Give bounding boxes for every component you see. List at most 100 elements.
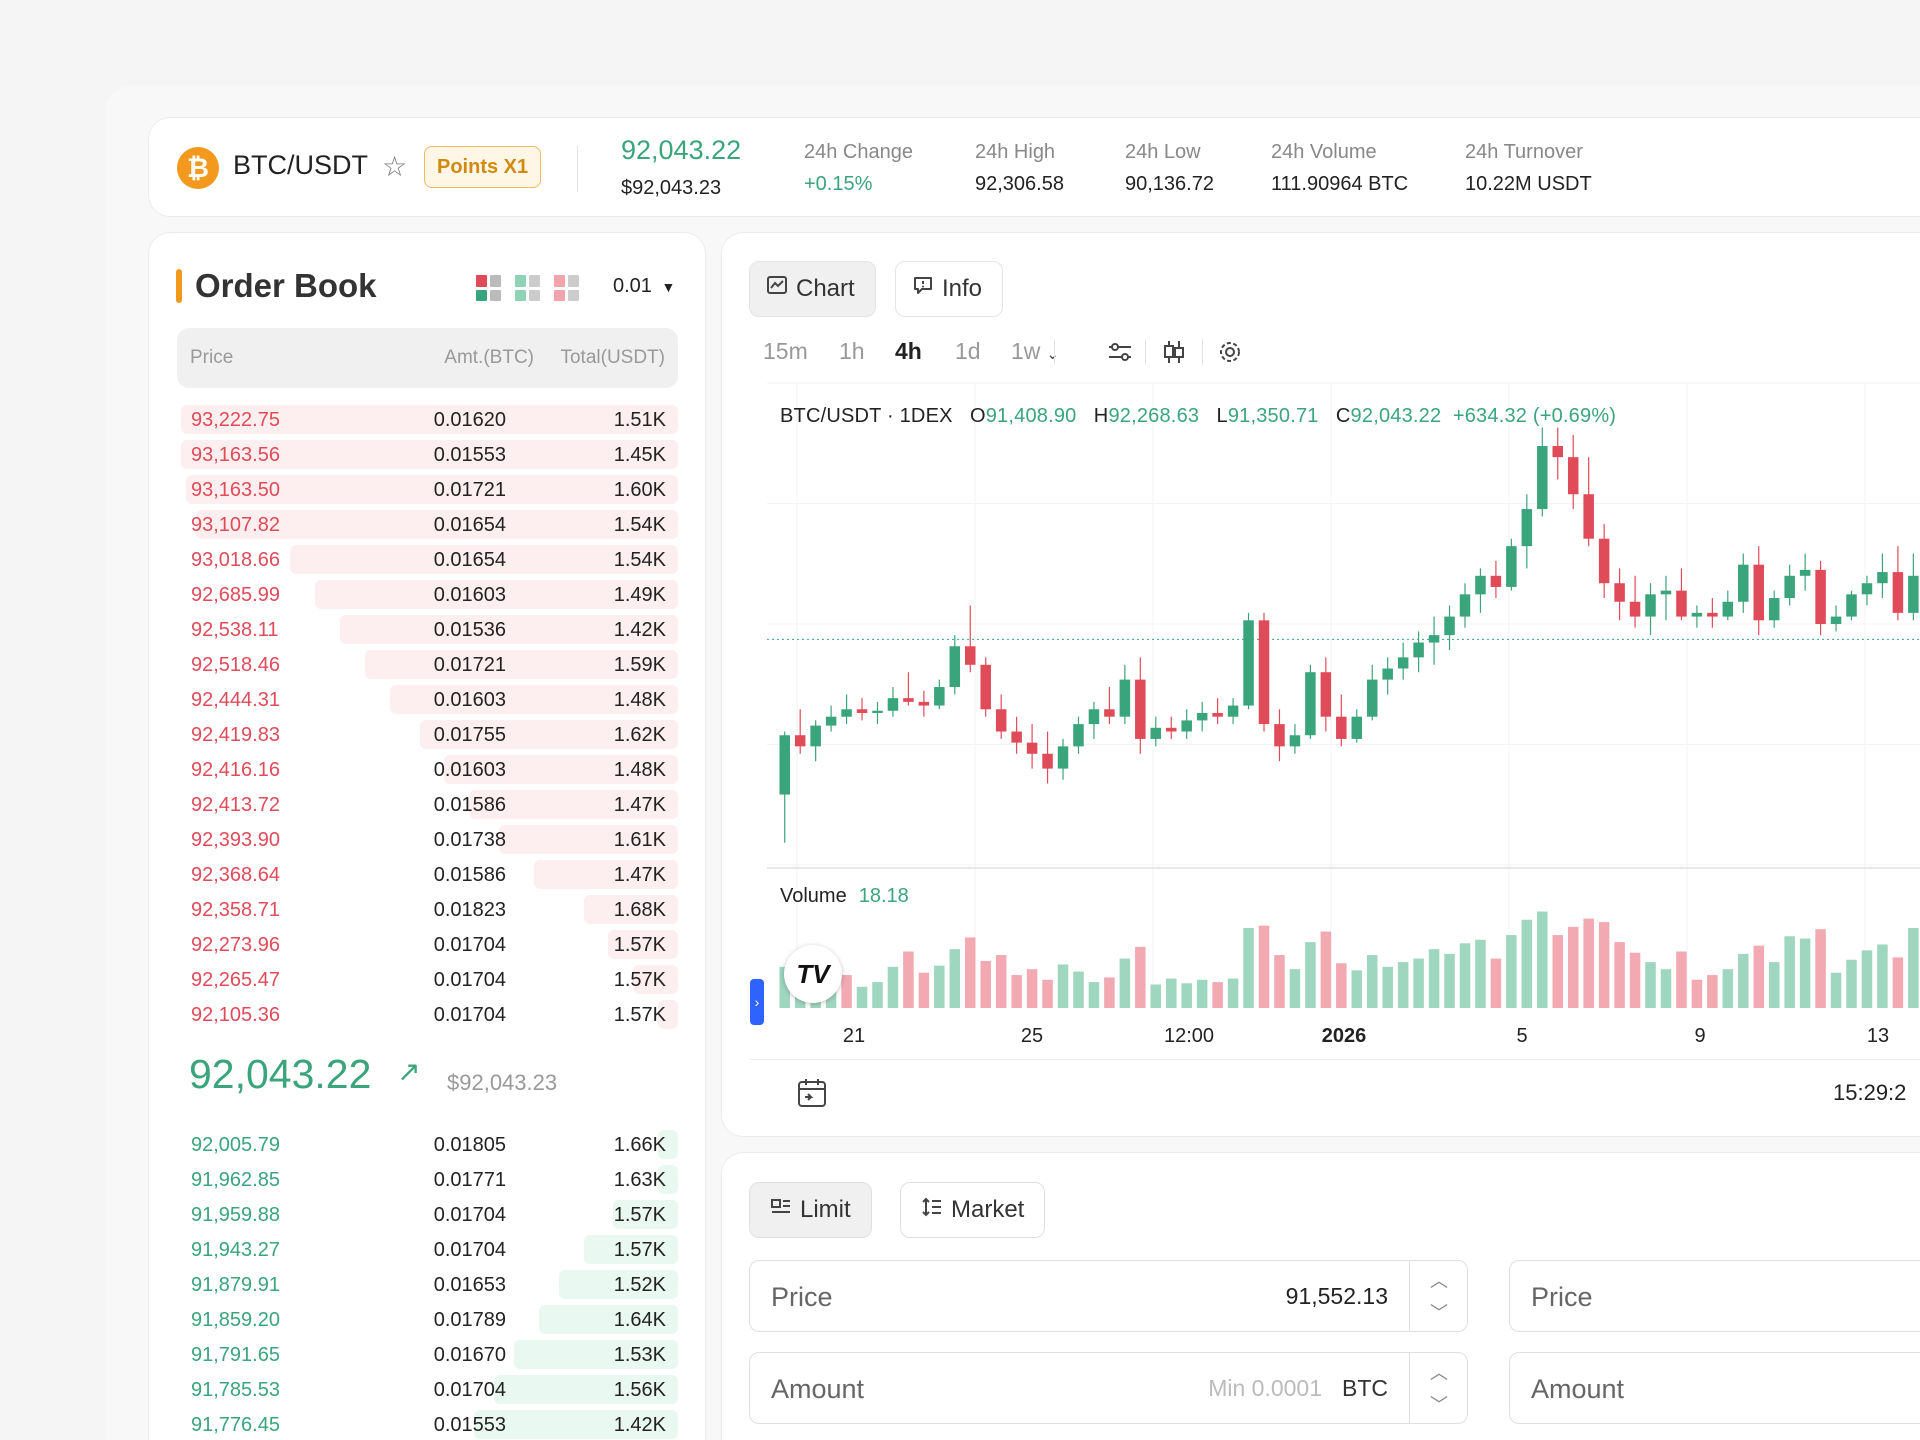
volume-bar (1861, 950, 1873, 1008)
ask-row[interactable]: 92,518.46 0.01721 1.59K (181, 647, 678, 682)
candlestick-chart[interactable] (722, 233, 1920, 1063)
price-input[interactable]: 91,552.13 (1285, 1283, 1388, 1309)
bid-row[interactable]: 91,879.91 0.01653 1.52K (181, 1267, 678, 1302)
row-price: 92,416.16 (191, 759, 280, 781)
ask-row[interactable]: 92,358.71 0.01823 1.68K (181, 892, 678, 927)
tab-limit[interactable]: Limit (749, 1182, 872, 1238)
ask-row[interactable]: 92,538.11 0.01536 1.42K (181, 612, 678, 647)
row-price: 92,105.36 (191, 1004, 280, 1026)
ask-row[interactable]: 92,393.90 0.01738 1.61K (181, 822, 678, 857)
candle-body (918, 701, 930, 706)
chevron-down-icon[interactable]: ﹀ (1430, 1303, 1448, 1323)
ask-row[interactable]: 93,222.75 0.01620 1.51K (181, 402, 678, 437)
tab-info[interactable]: Info (895, 261, 1004, 317)
timeframe-1h[interactable]: 1h (839, 338, 865, 364)
bid-row[interactable]: 92,005.79 0.01805 1.66K (181, 1127, 678, 1162)
timeframe-4h[interactable]: 4h (895, 338, 922, 364)
favorite-star-icon[interactable]: ☆ (382, 151, 408, 182)
chart-scroll-handle[interactable]: › (750, 979, 764, 1025)
sell-price-field[interactable]: Price (1509, 1260, 1920, 1332)
row-price: 92,685.99 (191, 584, 280, 606)
tick-size-value: 0.01 (613, 275, 652, 297)
bid-row[interactable]: 91,962.85 0.01771 1.63K (181, 1162, 678, 1197)
volume-bar (1722, 969, 1734, 1008)
candle-body (1397, 657, 1409, 669)
volume-bar (1583, 918, 1594, 1008)
amount-field[interactable]: Amount Min 0.0001 BTC ︿ ﹀ (749, 1352, 1468, 1424)
pair-selector[interactable]: BTC/USDT (233, 150, 368, 180)
settings-icon[interactable] (1215, 337, 1245, 367)
ask-row[interactable]: 93,107.82 0.01654 1.54K (181, 507, 678, 542)
layout-both-icon[interactable] (476, 275, 502, 301)
candle-body (1846, 594, 1857, 617)
volume-bar (1660, 969, 1672, 1008)
bid-row[interactable]: 91,785.53 0.01704 1.56K (181, 1372, 678, 1407)
depth-bar (499, 825, 678, 854)
tick-size-select[interactable]: 0.01 ▼ (613, 275, 675, 298)
volume-bar (1119, 958, 1131, 1008)
tab-market[interactable]: Market (900, 1182, 1046, 1238)
tradingview-logo[interactable]: TV (784, 945, 842, 1003)
row-amount: 0.01704 (433, 934, 506, 956)
timeframe-1w[interactable]: 1w ⌄ (1011, 338, 1059, 365)
price-field[interactable]: Price 91,552.13 ︿ ﹀ (749, 1260, 1468, 1332)
stat-value: 111.90964 BTC (1271, 173, 1409, 195)
layout-bids-icon[interactable] (515, 275, 541, 301)
candle-body (1165, 727, 1177, 732)
candle-body (1815, 569, 1826, 624)
bid-row[interactable]: 91,791.65 0.01670 1.53K (181, 1337, 678, 1372)
column-header-amount: Amt.(BTC) (444, 347, 534, 368)
timeframe-label: 1w (1011, 338, 1041, 364)
row-amount: 0.01654 (433, 549, 506, 571)
candle-body (1444, 616, 1455, 636)
sell-amount-field[interactable]: Amount (1509, 1352, 1920, 1424)
candle-body (949, 646, 961, 688)
bid-row[interactable]: 91,943.27 0.01704 1.57K (181, 1232, 678, 1267)
legend-close-label: C (1335, 405, 1351, 427)
volume-bar (1135, 946, 1146, 1008)
ask-row[interactable]: 93,163.50 0.01721 1.60K (181, 472, 678, 507)
candle-type-icon[interactable] (1159, 337, 1189, 367)
candle-body (1042, 753, 1053, 769)
chevron-up-icon[interactable]: ︿ (1430, 1271, 1448, 1291)
ask-row[interactable]: 93,018.66 0.01654 1.54K (181, 542, 678, 577)
volume-bar (872, 982, 883, 1008)
ask-row[interactable]: 92,416.16 0.01603 1.48K (181, 752, 678, 787)
points-badge[interactable]: Points X1 (424, 146, 542, 188)
row-total: 1.52K (613, 1274, 666, 1296)
ask-row[interactable]: 93,163.56 0.01553 1.45K (181, 437, 678, 472)
ask-row[interactable]: 92,685.99 0.01603 1.49K (181, 577, 678, 612)
candle-body (1691, 612, 1703, 617)
ask-row[interactable]: 92,265.47 0.01704 1.57K (181, 962, 678, 997)
candle-body (1506, 546, 1517, 587)
ask-row[interactable]: 92,105.36 0.01704 1.57K (181, 997, 678, 1032)
stat-value: +0.15% (804, 173, 873, 195)
ask-row[interactable]: 92,413.72 0.01586 1.47K (181, 787, 678, 822)
x-axis-label: 21 (842, 1025, 866, 1047)
timeframe-1d[interactable]: 1d (955, 338, 981, 364)
volume-bar (1243, 928, 1254, 1008)
row-total: 1.57K (613, 1204, 666, 1226)
candle-body (841, 709, 852, 717)
chevron-down-icon[interactable]: ﹀ (1430, 1395, 1448, 1415)
ask-row[interactable]: 92,368.64 0.01586 1.47K (181, 857, 678, 892)
bid-row[interactable]: 91,859.20 0.01789 1.64K (181, 1302, 678, 1337)
ask-row[interactable]: 92,273.96 0.01704 1.57K (181, 927, 678, 962)
stat-value: 92,306.58 (975, 173, 1064, 195)
bid-row[interactable]: 91,959.88 0.01704 1.57K (181, 1197, 678, 1232)
ask-row[interactable]: 92,419.83 0.01755 1.62K (181, 717, 678, 752)
row-total: 1.68K (613, 899, 666, 921)
layout-asks-icon[interactable] (554, 275, 580, 301)
date-range-icon[interactable] (794, 1075, 830, 1111)
chevron-up-icon[interactable]: ︿ (1430, 1363, 1448, 1383)
row-price: 92,393.90 (191, 829, 280, 851)
volume-bar (1274, 955, 1285, 1008)
row-amount: 0.01670 (433, 1344, 506, 1366)
bid-row[interactable]: 91,776.45 0.01553 1.42K (181, 1407, 678, 1440)
amount-input[interactable]: Min 0.0001 (1208, 1375, 1322, 1401)
volume-bar (856, 986, 868, 1008)
tab-chart[interactable]: Chart (749, 261, 876, 317)
ask-row[interactable]: 92,444.31 0.01603 1.48K (181, 682, 678, 717)
indicators-icon[interactable] (1105, 337, 1135, 367)
timeframe-15m[interactable]: 15m (763, 338, 808, 364)
